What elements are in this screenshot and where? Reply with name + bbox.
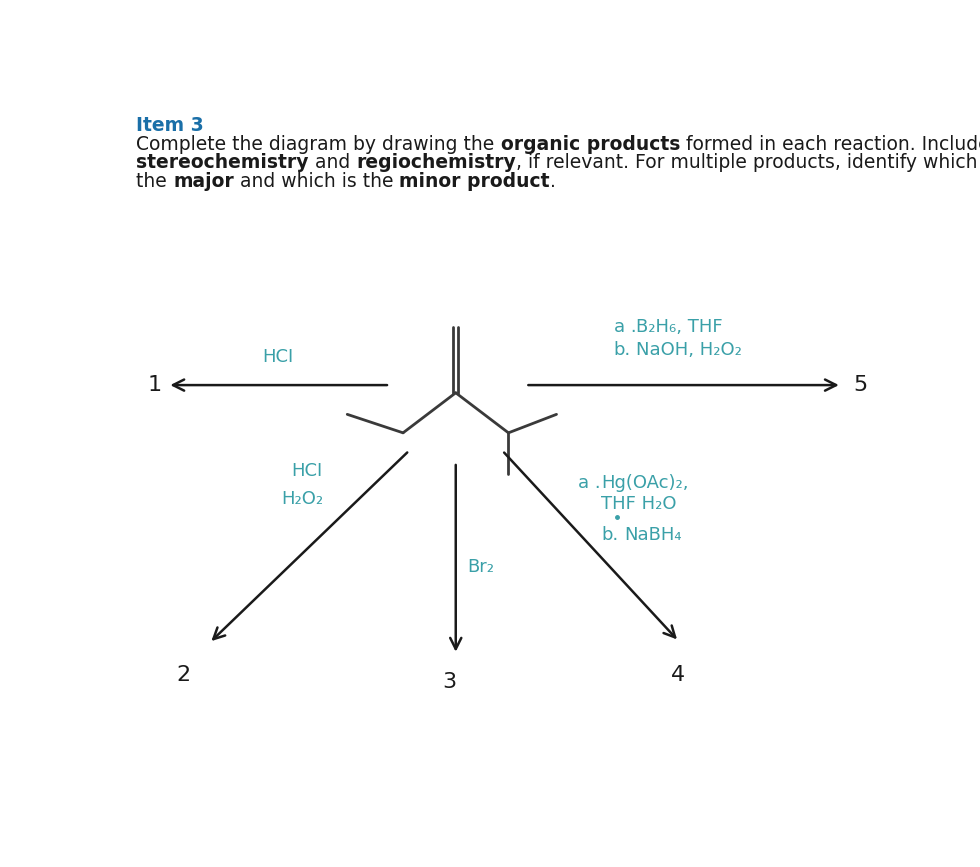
- Text: b.: b.: [613, 342, 631, 359]
- Text: NaBH₄: NaBH₄: [624, 526, 682, 544]
- Text: 5: 5: [854, 375, 867, 395]
- Text: 2: 2: [176, 665, 191, 685]
- Text: Item 3: Item 3: [136, 116, 204, 135]
- Text: 4: 4: [671, 665, 685, 685]
- Text: Hg(OAc)₂,: Hg(OAc)₂,: [602, 473, 689, 492]
- Text: Complete the diagram by drawing the: Complete the diagram by drawing the: [136, 135, 501, 153]
- Text: stereochemistry: stereochemistry: [136, 153, 309, 173]
- Text: regiochemistry: regiochemistry: [356, 153, 515, 173]
- Text: NaOH, H₂O₂: NaOH, H₂O₂: [636, 342, 742, 359]
- Text: formed in each reaction. Include: formed in each reaction. Include: [680, 135, 980, 153]
- Text: and: and: [309, 153, 356, 173]
- Text: B₂H₆, THF: B₂H₆, THF: [636, 318, 722, 336]
- Text: 3: 3: [442, 672, 456, 693]
- Text: HCI: HCI: [262, 348, 293, 366]
- Text: Br₂: Br₂: [467, 558, 494, 577]
- Text: HCI: HCI: [291, 462, 322, 479]
- Text: 1: 1: [147, 375, 162, 395]
- Text: a .: a .: [578, 473, 601, 492]
- Text: .: .: [550, 172, 556, 191]
- Text: a .: a .: [613, 318, 636, 336]
- Text: b.: b.: [602, 526, 618, 544]
- Text: THF H₂O: THF H₂O: [602, 495, 677, 513]
- Text: major: major: [173, 172, 234, 191]
- Text: minor product: minor product: [400, 172, 550, 191]
- Text: , if relevant. For multiple products, identify which is: , if relevant. For multiple products, id…: [515, 153, 980, 173]
- Text: organic products: organic products: [501, 135, 680, 153]
- Text: and which is the: and which is the: [234, 172, 400, 191]
- Text: the: the: [136, 172, 173, 191]
- Text: H₂O₂: H₂O₂: [281, 491, 323, 508]
